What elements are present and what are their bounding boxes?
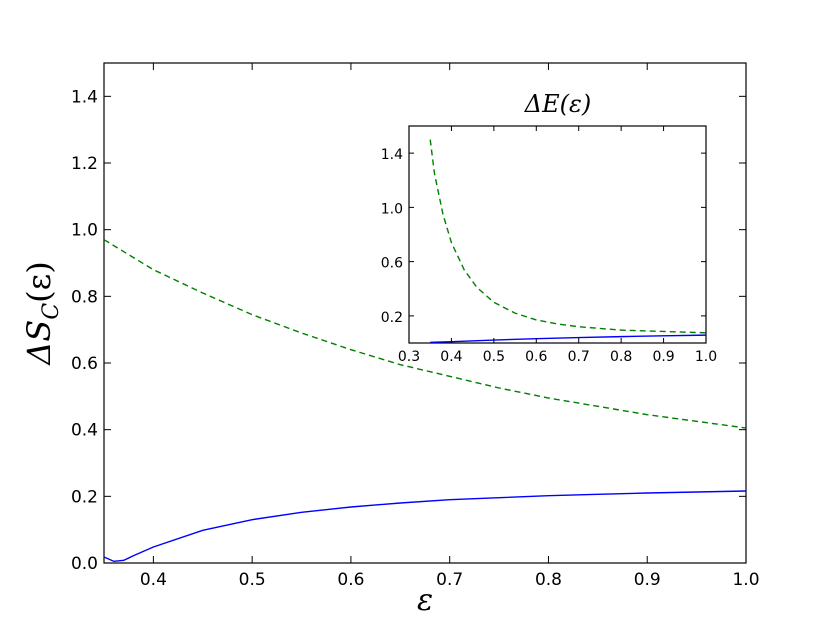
inset-series-group [429, 139, 706, 343]
y-axis-label: ΔSC(ε) [20, 261, 64, 366]
main-plot: 0.4 0.5 0.6 0.7 0.8 0.9 1.0 0.0 0.2 0.4 0.6 0.8 1.0 1… [20, 62, 760, 618]
inset-x-tick-label: 0.7 [568, 349, 590, 365]
main-y-tick-label: 0.8 [71, 287, 98, 307]
main-series-dashed-line [104, 239, 746, 429]
y-axis-label-base: ΔS [20, 320, 58, 367]
inset-x-tick-label: 0.6 [525, 349, 547, 365]
main-y-tick-label: 1.2 [71, 154, 98, 174]
inset-x-tick-label: 0.3 [398, 349, 420, 365]
inset-series-solid-line [430, 334, 706, 343]
main-y-tick-label: 0.2 [71, 487, 98, 507]
main-y-tick-label: 0.4 [71, 421, 98, 441]
inset-ticks-group: 0.3 0.4 0.5 0.6 0.7 0.8 0.9 1.0 0.2 0.6 1.0 1.4 [381, 126, 717, 365]
main-y-tick-label: 0.0 [71, 554, 98, 574]
inset-y-tick-label: 0.2 [381, 310, 403, 326]
inset-series-dashed-line [429, 139, 706, 334]
inset-x-tick-label: 0.9 [652, 349, 674, 365]
main-plot-frame [103, 62, 747, 564]
main-x-tick-label: 0.8 [535, 570, 562, 590]
main-ticks-group: 0.4 0.5 0.6 0.7 0.8 0.9 1.0 0.0 0.2 0.4 0.6 0.8 1.0 1… [71, 63, 760, 590]
main-y-tick-label: 0.6 [71, 354, 98, 374]
inset-y-tick-label: 1.4 [381, 147, 403, 163]
inset-title: ΔE(ε) [524, 90, 591, 118]
main-x-tick-label: 0.4 [140, 570, 167, 590]
x-axis-label: ε [417, 583, 433, 618]
inset-x-tick-label: 0.4 [440, 349, 462, 365]
main-x-tick-label: 0.6 [337, 570, 364, 590]
y-axis-label-sub: C [39, 303, 64, 320]
main-x-tick-label: 1.0 [732, 570, 759, 590]
inset-plot-frame [408, 125, 707, 344]
inset-plot: 0.3 0.4 0.5 0.6 0.7 0.8 0.9 1.0 0.2 0.6 1.0 1.4 ΔE(… [381, 90, 717, 365]
main-y-tick-label: 1.0 [71, 221, 98, 241]
inset-y-tick-label: 0.6 [381, 256, 403, 272]
main-y-tick-label: 1.4 [71, 87, 98, 107]
main-series-solid-line [104, 490, 746, 563]
inset-x-tick-label: 0.5 [483, 349, 505, 365]
main-x-tick-label: 0.5 [239, 570, 266, 590]
inset-y-tick-label: 1.0 [381, 201, 403, 217]
main-x-tick-label: 0.7 [436, 570, 463, 590]
y-axis-label-arg: (ε) [20, 261, 58, 303]
main-series-group [104, 239, 746, 563]
inset-x-tick-label: 1.0 [695, 349, 717, 365]
main-x-tick-label: 0.9 [634, 570, 661, 590]
inset-x-tick-label: 0.8 [610, 349, 632, 365]
